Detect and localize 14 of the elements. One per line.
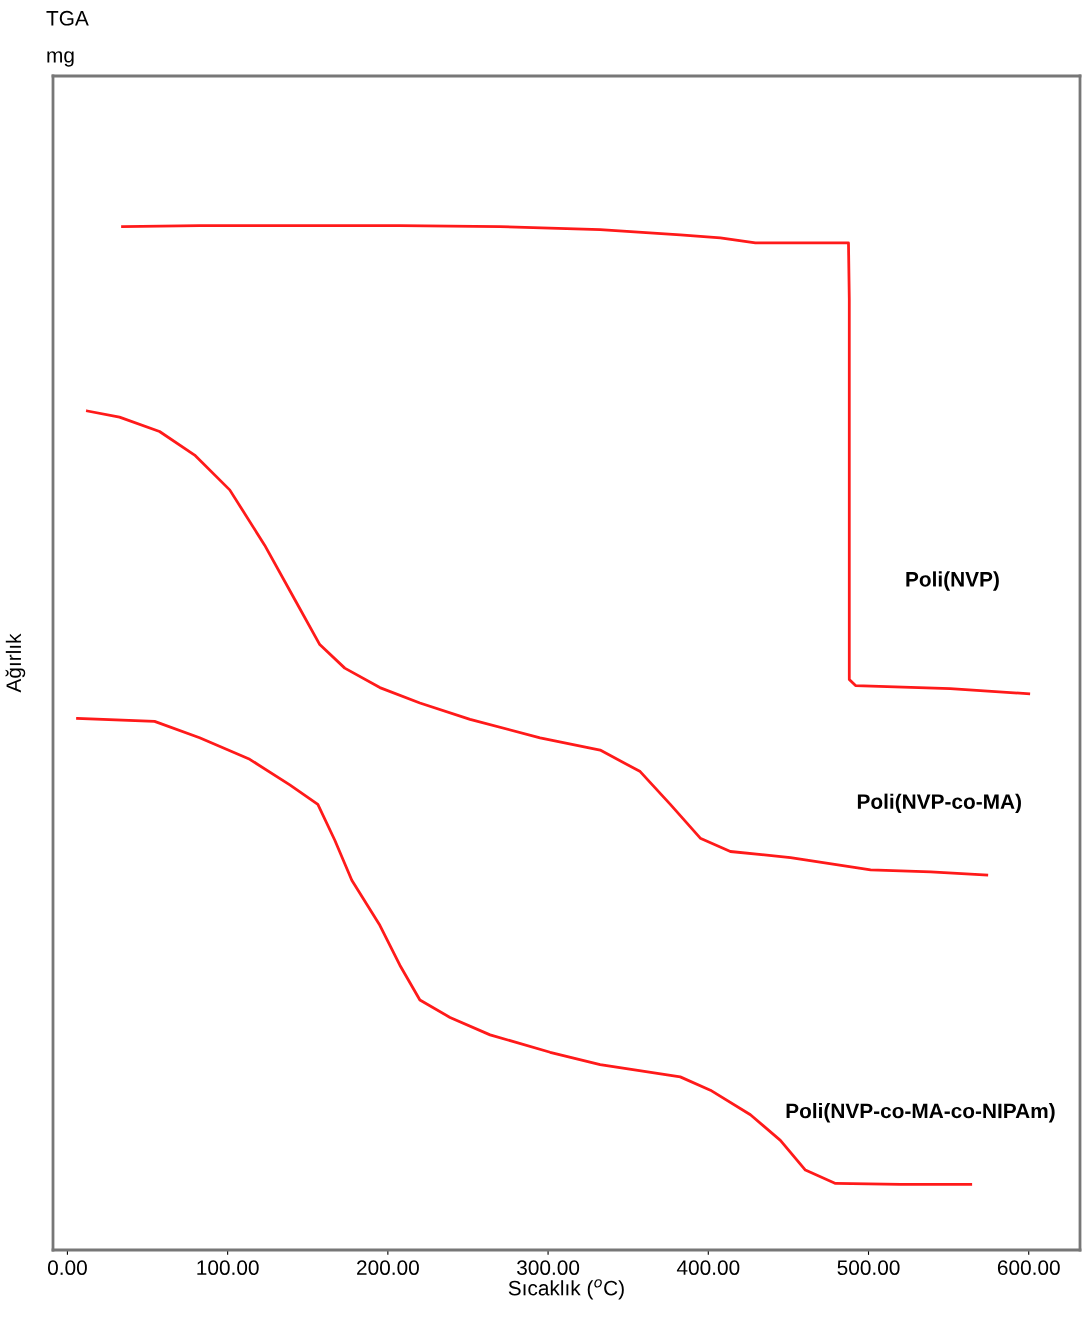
x-tick-label: 500.00 (837, 1260, 900, 1276)
x-tick-label: 400.00 (676, 1260, 740, 1276)
x-tick-label: 300.00 (517, 1260, 580, 1276)
y-axis-title: Ağırlık (5, 633, 26, 693)
x-tick-label: 200.00 (357, 1260, 419, 1276)
x-tick-label: 100.00 (197, 1260, 259, 1276)
chart-title: TGA (46, 10, 89, 26)
x-tick-label: 600.00 (997, 1260, 1060, 1276)
text: Poli(NVP-co-MA) (857, 793, 1021, 814)
series-label: Poli(NVP-co-MA-co-NIPAm) (786, 1103, 1055, 1123)
text: mg (47, 51, 74, 67)
x-tick-label: 0.00 (47, 1260, 87, 1276)
x-axis-title: Sıcaklık ($^{o}$C) (508, 1279, 624, 1300)
text: Poli(NVP) (906, 571, 999, 591)
